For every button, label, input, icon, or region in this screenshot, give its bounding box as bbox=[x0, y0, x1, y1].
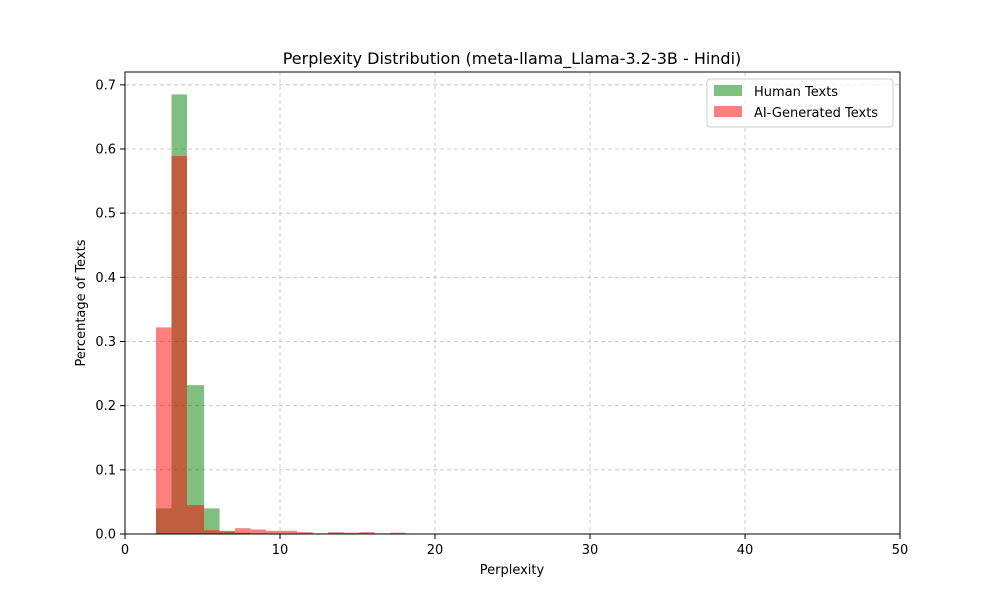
x-tick-label: 40 bbox=[737, 543, 754, 558]
human-texts-bar bbox=[204, 508, 220, 534]
x-tick-label: 20 bbox=[427, 543, 444, 558]
legend: Human Texts AI-Generated Texts bbox=[706, 78, 894, 128]
legend-label-ai: AI-Generated Texts bbox=[754, 106, 878, 121]
y-tick-label: 0.6 bbox=[95, 143, 116, 158]
bars bbox=[156, 94, 406, 534]
ai-generated-texts-bar bbox=[266, 530, 282, 534]
ai-generated-texts-bar bbox=[171, 156, 187, 534]
grid-lines bbox=[124, 72, 901, 535]
x-tick-label: 10 bbox=[272, 543, 289, 558]
ai-generated-texts-bar bbox=[204, 530, 220, 534]
ai-generated-texts-bar bbox=[281, 530, 298, 534]
x-tick-label: 30 bbox=[582, 543, 599, 558]
legend-box bbox=[706, 78, 894, 128]
y-tick-label: 0.1 bbox=[95, 463, 116, 478]
ai-generated-texts-bar bbox=[219, 531, 236, 534]
x-axis-label: Perplexity bbox=[480, 563, 545, 578]
ai-generated-texts-bar bbox=[328, 532, 344, 534]
y-tick-label: 0.7 bbox=[95, 78, 116, 93]
legend-swatch-human bbox=[714, 85, 742, 96]
ai-generated-texts-bar bbox=[390, 532, 406, 534]
x-tick-label: 0 bbox=[121, 543, 129, 558]
chart-title: Perplexity Distribution (meta-llama_Llam… bbox=[283, 49, 742, 69]
y-tick-label: 0.0 bbox=[95, 528, 116, 543]
ai-generated-texts-bar bbox=[297, 532, 313, 534]
ai-generated-texts-bar bbox=[359, 532, 375, 534]
axis-ticks: 0 10 20 30 40 50 0.0 0.1 0.2 0.3 0.4 0.5 0.6 0.7 bbox=[95, 78, 908, 558]
y-tick-label: 0.4 bbox=[95, 271, 116, 286]
human-texts-bar bbox=[187, 385, 205, 534]
y-tick-label: 0.2 bbox=[95, 399, 116, 414]
plot-frame bbox=[124, 71, 901, 535]
ai-generated-texts-bar bbox=[156, 327, 172, 534]
y-axis-label: Percentage of Texts bbox=[74, 239, 89, 366]
legend-label-human: Human Texts bbox=[754, 85, 838, 100]
y-tick-label: 0.5 bbox=[95, 207, 116, 222]
ai-generated-texts-bar bbox=[235, 528, 251, 534]
y-tick-label: 0.3 bbox=[95, 335, 116, 350]
legend-swatch-ai bbox=[714, 106, 742, 117]
ai-generated-texts-bar bbox=[343, 532, 360, 534]
x-tick-label: 50 bbox=[892, 543, 909, 558]
ai-generated-texts-bar bbox=[250, 529, 267, 534]
ai-generated-texts-bar bbox=[187, 505, 205, 534]
